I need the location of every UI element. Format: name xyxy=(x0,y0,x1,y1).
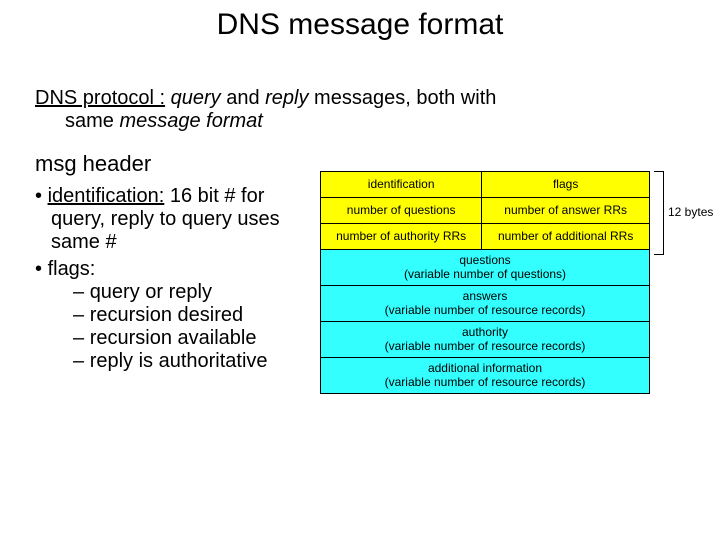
bracket-label: 12 bytes xyxy=(668,205,713,219)
bullet-id-label: identification: xyxy=(48,185,165,207)
cell-questions: questions(variable number of questions) xyxy=(321,250,650,286)
flag-reply-authoritative: reply is authoritative xyxy=(73,350,310,373)
cell-num-additional-rrs: number of additional RRs xyxy=(482,224,650,250)
cell-answers: answers(variable number of resource reco… xyxy=(321,286,650,322)
intro-line2-i: message format xyxy=(119,110,262,132)
page-title: DNS message format xyxy=(0,0,720,42)
intro-mid: and xyxy=(221,87,265,109)
message-table: identification flags number of questions… xyxy=(320,171,650,394)
cell-authority: authority(variable number of resource re… xyxy=(321,322,650,358)
flag-query-or-reply: query or reply xyxy=(73,281,310,304)
bracket-12bytes xyxy=(654,171,664,255)
bullet-flags-label: flags: xyxy=(48,258,96,280)
bullet-identification: identification: 16 bit # for query, repl… xyxy=(35,185,310,254)
flag-recursion-available: recursion available xyxy=(73,327,310,350)
cell-flags: flags xyxy=(482,172,650,198)
cell-num-answer-rrs: number of answer RRs xyxy=(482,198,650,224)
cell-additional: additional information(variable number o… xyxy=(321,358,650,394)
flag-recursion-desired: recursion desired xyxy=(73,304,310,327)
intro-lead: DNS protocol : xyxy=(35,87,165,109)
intro-reply: reply xyxy=(265,87,308,109)
intro-text: DNS protocol : query and reply messages,… xyxy=(35,87,675,133)
bullet-flags: flags: query or reply recursion desired … xyxy=(35,258,310,373)
cell-num-questions: number of questions xyxy=(321,198,482,224)
intro-query: query xyxy=(171,87,221,109)
bullet-list: identification: 16 bit # for query, repl… xyxy=(35,185,310,373)
cell-num-authority-rrs: number of authority RRs xyxy=(321,224,482,250)
dns-message-diagram: identification flags number of questions… xyxy=(320,171,705,394)
intro-line2: same xyxy=(65,110,119,132)
cell-identification: identification xyxy=(321,172,482,198)
intro-rest1: messages, both with xyxy=(309,87,497,109)
